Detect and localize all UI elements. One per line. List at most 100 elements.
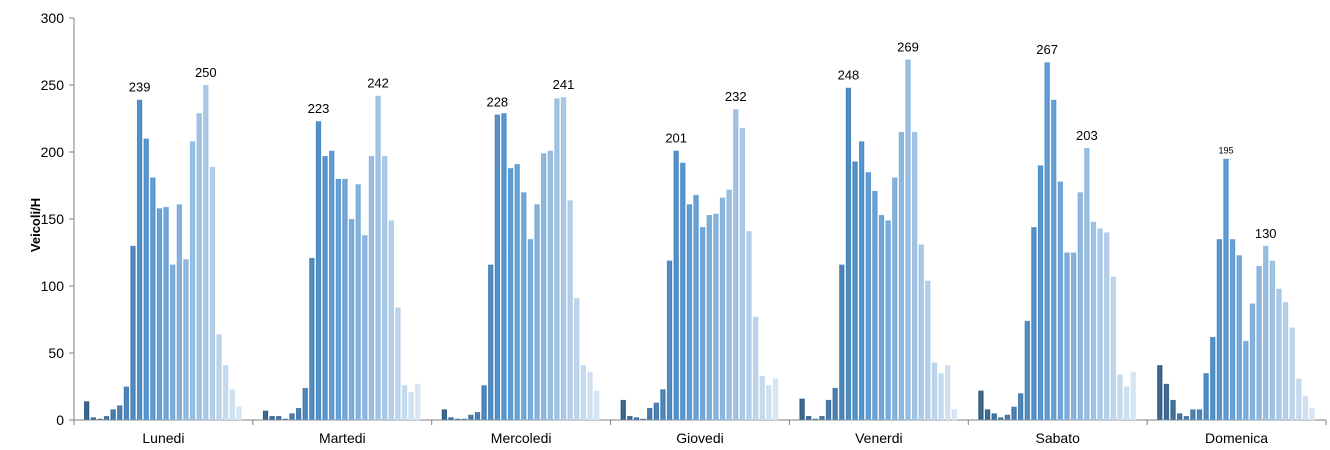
bar (1050, 99, 1057, 421)
bar (838, 264, 845, 421)
bar (547, 150, 554, 421)
bar (719, 197, 726, 421)
bar (991, 413, 998, 421)
bar (1183, 415, 1190, 421)
bar (752, 316, 759, 421)
y-tick-label: 300 (41, 10, 65, 26)
data-label: 241 (553, 77, 575, 92)
bar (620, 399, 627, 421)
bar (295, 407, 302, 421)
bar (441, 409, 448, 421)
bar (1262, 245, 1269, 421)
x-tick-label: Giovedi (676, 430, 723, 446)
bar (1229, 238, 1236, 421)
bar (448, 417, 454, 421)
bar (1203, 372, 1210, 421)
bar (375, 95, 381, 421)
bar (136, 99, 143, 421)
bar (1282, 301, 1289, 421)
bar (110, 409, 117, 421)
bar (467, 414, 474, 421)
bar (587, 371, 593, 421)
bar (1302, 395, 1309, 421)
bar (799, 398, 805, 421)
x-tick-label: Lunedi (142, 430, 184, 446)
bar (262, 410, 269, 421)
data-labels: 239 250 223 242 228 241 201 232 248 269 267 203 195 1… (129, 40, 1277, 241)
bar (1123, 386, 1130, 421)
bar (90, 417, 97, 421)
bar (653, 402, 660, 421)
bar (494, 114, 501, 421)
bar (540, 153, 547, 421)
bar (1110, 276, 1117, 421)
bar (222, 364, 229, 421)
y-axis: 0 50 100 150 200 250 300 (41, 10, 75, 428)
data-label: 248 (838, 68, 860, 83)
bar (1077, 191, 1084, 421)
data-label: 242 (367, 76, 389, 91)
bar (394, 307, 401, 421)
bar (633, 417, 640, 421)
bar (580, 364, 587, 421)
bar (660, 388, 666, 421)
bar (666, 260, 673, 421)
bar (348, 218, 355, 421)
bar (361, 234, 368, 421)
bar (640, 418, 646, 421)
bar (1196, 409, 1203, 421)
x-tick-label: Venerdi (855, 430, 902, 446)
bar (183, 258, 189, 421)
bar (706, 214, 713, 421)
bar (216, 333, 222, 421)
bar (825, 399, 832, 421)
y-tick-label: 150 (41, 211, 65, 227)
bar (832, 387, 839, 421)
bar (322, 155, 328, 421)
bar (931, 362, 938, 421)
bar (520, 191, 527, 421)
bar (501, 112, 507, 421)
bar (693, 194, 699, 421)
bar (905, 59, 911, 421)
bar (169, 264, 176, 421)
x-tick-label: Domenica (1205, 430, 1268, 446)
bar (673, 150, 680, 421)
bar (1163, 383, 1170, 421)
bar (1269, 260, 1276, 421)
bar (474, 411, 481, 421)
bar (315, 120, 322, 421)
bar (1083, 147, 1090, 421)
bar (282, 418, 289, 421)
bar (1216, 238, 1223, 421)
bar (328, 150, 335, 421)
bar (567, 199, 574, 421)
bar (978, 390, 984, 421)
bar (269, 415, 276, 421)
bar (865, 171, 872, 421)
bar (209, 166, 216, 421)
bar (938, 372, 944, 421)
bar (1004, 414, 1011, 421)
bar (202, 84, 209, 421)
bar (1276, 288, 1282, 421)
bar (746, 230, 752, 421)
bar (302, 387, 309, 421)
bar (487, 264, 494, 421)
bar (1309, 407, 1315, 421)
bar (997, 417, 1004, 421)
bar (381, 155, 388, 421)
bar (507, 167, 514, 421)
bar (984, 409, 991, 421)
bar (812, 418, 819, 421)
bar (1176, 413, 1183, 421)
data-label: 228 (486, 94, 508, 109)
bar (401, 384, 408, 421)
bar (885, 220, 892, 421)
bar (1037, 165, 1044, 421)
bar (911, 131, 918, 421)
bar (388, 220, 395, 421)
x-tick-label: Martedi (319, 430, 366, 446)
y-tick-label: 0 (56, 412, 64, 428)
bar (481, 384, 487, 421)
